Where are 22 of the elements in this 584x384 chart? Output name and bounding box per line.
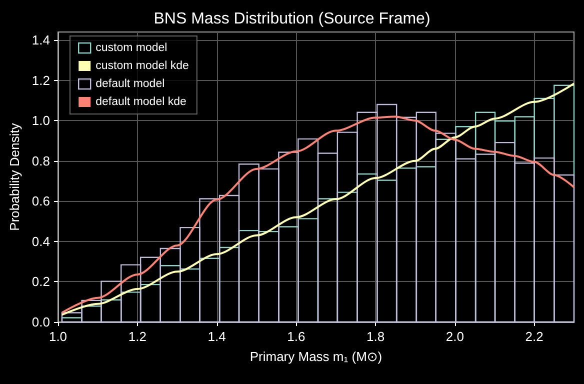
legend-label: default model	[96, 78, 165, 90]
y-tick-label: 0.0	[32, 314, 50, 330]
y-tick-label: 0.6	[32, 194, 50, 209]
y-tick-label: 0.2	[32, 274, 50, 290]
y-tick-label: 1.2	[32, 72, 50, 88]
legend-label: custom model kde	[96, 60, 189, 72]
y-tick-label: 0.8	[32, 153, 50, 168]
x-tick-label: 1.0	[48, 329, 68, 344]
y-tick-label: 1.4	[32, 32, 50, 48]
y-tick-label: 1.0	[32, 113, 50, 128]
x-tick-label: 1.6	[287, 329, 306, 344]
x-tick-label: 1.8	[366, 329, 385, 344]
legend-label: custom model	[96, 42, 168, 54]
x-tick-label: 2.2	[525, 329, 544, 344]
chart-title: BNS Mass Distribution (Source Frame)	[154, 10, 430, 28]
x-tick-label: 1.4	[208, 329, 226, 344]
legend-label: default model kde	[96, 96, 186, 108]
y-tick-label: 0.4	[32, 234, 50, 249]
x-axis-title: Primary Mass m₁ (M⊙)	[250, 349, 382, 364]
y-axis-title: Probability Density	[7, 122, 22, 231]
x-tick-label: 2.0	[446, 329, 464, 344]
x-tick-label: 1.2	[128, 329, 146, 344]
